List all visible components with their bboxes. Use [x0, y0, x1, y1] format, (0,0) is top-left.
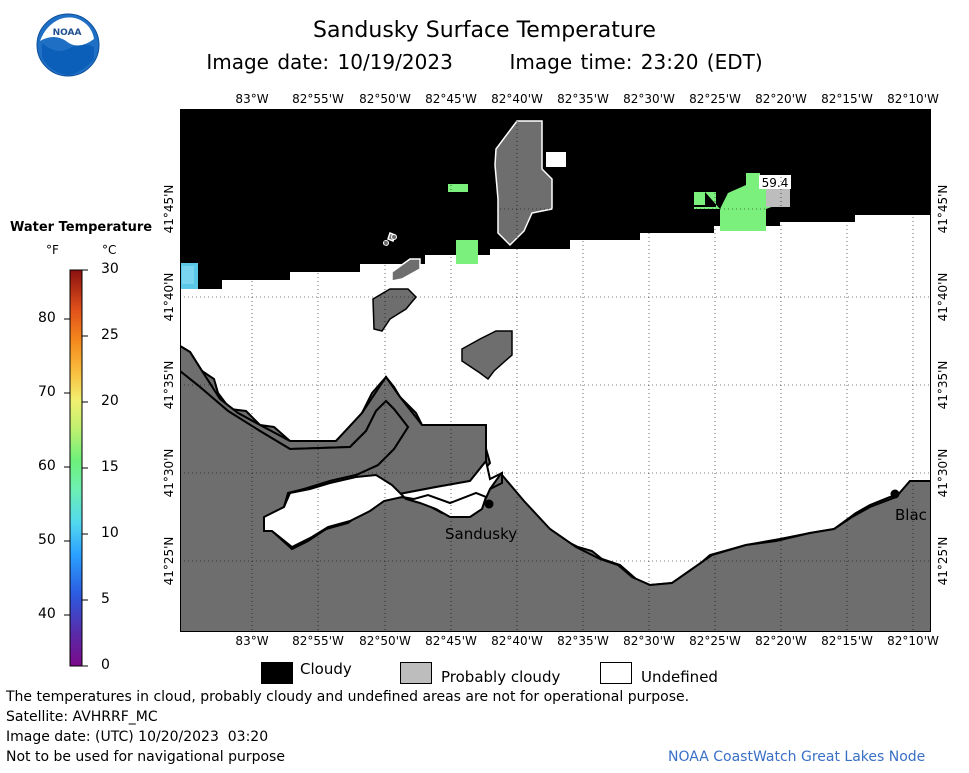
svg-text:NOAA: NOAA: [53, 28, 82, 38]
lat-label-right-2: 41°35'N: [936, 360, 950, 410]
lat-label-left-0: 41°45'N: [162, 184, 176, 234]
f-tick-80: 80: [38, 310, 56, 326]
probably-cloudy-area: [494, 120, 553, 247]
island: [461, 330, 513, 381]
sandusky-bay: [263, 473, 488, 549]
lat-label-left-2: 41°35'N: [162, 360, 176, 410]
noaa-logo: NOAA: [36, 13, 100, 77]
satellite: Satellite: AVHRRF_MC: [6, 709, 158, 725]
lat-label-right-3: 41°30'N: [936, 448, 950, 498]
c-tick-30: 30: [101, 261, 119, 277]
cloud-area: [180, 109, 931, 289]
unit-f: °F: [46, 243, 59, 257]
nav-warning: Not to be used for navigational purpose: [6, 749, 285, 765]
utc-date: Image date: (UTC) 10/20/2023 03:20: [6, 729, 269, 745]
f-tick-50: 50: [38, 532, 56, 548]
lon-label-top-9: 82°15'W: [821, 92, 873, 106]
f-tick-60: 60: [38, 458, 56, 474]
lon-label-top-0: 83°W: [235, 92, 269, 106]
c-tick-25: 25: [101, 327, 119, 343]
legend-swatch-cloudy: [261, 662, 293, 684]
lon-label-top-4: 82°40'W: [491, 92, 543, 106]
legend-label-cloudy: Cloudy: [300, 660, 352, 678]
unit-c: °C: [102, 243, 117, 257]
lon-label-bottom-4: 82°40'W: [491, 634, 543, 648]
map-subtitle: Image date: 10/19/2023 Image time: 23:20…: [0, 50, 969, 74]
lat-label-right-0: 41°45'N: [936, 184, 950, 234]
lon-label-top-10: 82°10'W: [887, 92, 939, 106]
colorbar: [64, 269, 88, 667]
legend-swatch-undefined: [600, 662, 632, 684]
lon-label-bottom-9: 82°15'W: [821, 634, 873, 648]
lon-label-bottom-8: 82°20'W: [755, 634, 807, 648]
lon-label-bottom-1: 82°55'W: [292, 634, 344, 648]
city-label-blac: Blac: [895, 506, 927, 524]
lon-label-top-2: 82°50'W: [359, 92, 411, 106]
c-tick-10: 10: [101, 525, 119, 541]
legend-label-undefined: Undefined: [641, 668, 718, 686]
image-date: Image date: 10/19/2023: [206, 50, 453, 74]
c-tick-0: 0: [101, 657, 110, 673]
map-title: Sandusky Surface Temperature: [313, 18, 656, 43]
lon-label-top-8: 82°20'W: [755, 92, 807, 106]
lon-label-top-1: 82°55'W: [292, 92, 344, 106]
island: [372, 288, 418, 332]
lat-label-left-1: 41°40'N: [162, 272, 176, 322]
sandusky-marker: [484, 499, 494, 509]
lon-label-bottom-5: 82°35'W: [557, 634, 609, 648]
lon-label-bottom-3: 82°45'W: [425, 634, 477, 648]
temperature-readout: 59.4: [762, 176, 789, 190]
lon-label-bottom-2: 82°50'W: [359, 634, 411, 648]
lon-label-bottom-0: 83°W: [235, 634, 269, 648]
credit: NOAA CoastWatch Great Lakes Node: [668, 749, 926, 765]
c-tick-20: 20: [101, 393, 119, 409]
city-label-sandusky: Sandusky: [445, 525, 518, 543]
lat-label-left-3: 41°30'N: [162, 448, 176, 498]
disclaimer: The temperatures in cloud, probably clou…: [6, 689, 690, 705]
c-tick-15: 15: [101, 459, 119, 475]
lon-label-top-5: 82°35'W: [557, 92, 609, 106]
lon-label-top-7: 82°25'W: [689, 92, 741, 106]
lat-label-right-1: 41°40'N: [936, 272, 950, 322]
sst-map: 59.4: [180, 109, 931, 632]
f-tick-40: 40: [38, 606, 56, 622]
lon-label-bottom-7: 82°25'W: [689, 634, 741, 648]
lat-label-left-4: 41°25'N: [162, 536, 176, 586]
legend-swatch-probably-cloudy: [400, 662, 432, 684]
lon-label-bottom-10: 82°10'W: [887, 634, 939, 648]
lat-label-right-4: 41°25'N: [936, 536, 950, 586]
c-tick-5: 5: [101, 591, 110, 607]
image-time: Image time: 23:20 (EDT): [509, 50, 763, 74]
f-tick-70: 70: [38, 384, 56, 400]
lon-label-top-3: 82°45'W: [425, 92, 477, 106]
blac-marker: [890, 489, 900, 499]
legend-label-probably-cloudy: Probably cloudy: [441, 668, 561, 686]
lon-label-top-6: 82°30'W: [623, 92, 675, 106]
colorbar-title: Water Temperature: [10, 220, 153, 235]
lon-label-bottom-6: 82°30'W: [623, 634, 675, 648]
